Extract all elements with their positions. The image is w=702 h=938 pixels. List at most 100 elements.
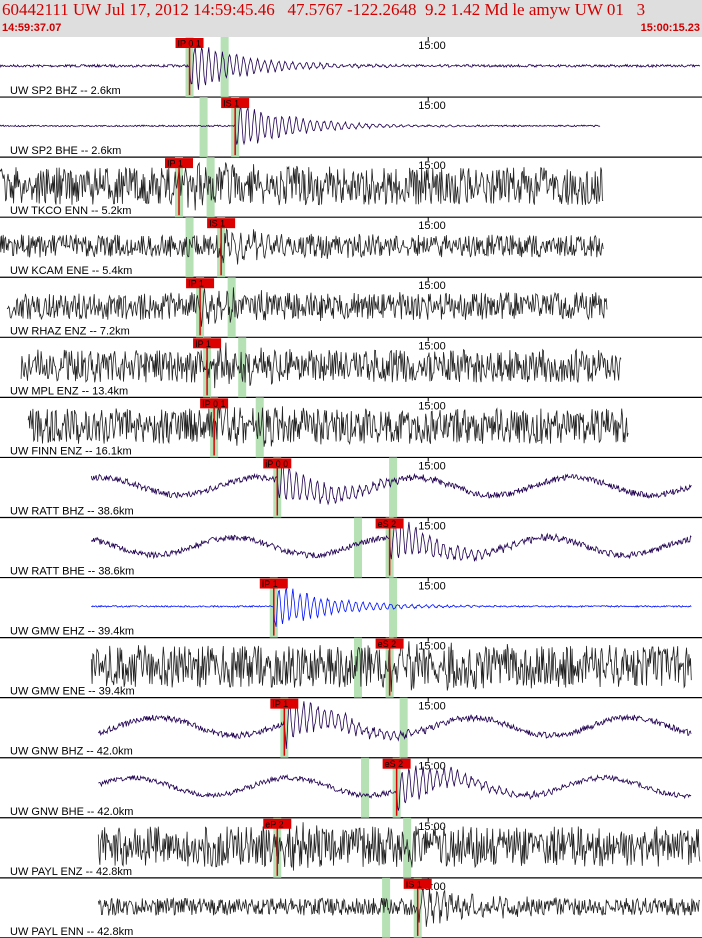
pick-label: eS 2 (385, 759, 404, 769)
waveform-trace (27, 401, 629, 447)
pick-label: IP 1 (272, 699, 288, 709)
pick-label: IP 1 (262, 579, 278, 589)
s-window-band (403, 817, 412, 878)
pick-flag[interactable] (403, 878, 432, 889)
minute-label: 15:00 (418, 220, 446, 232)
station-label: UW FINN ENZ -- 16.1km (10, 445, 132, 457)
pick-label: eP 2 (265, 819, 283, 829)
pick-label: eS 2 (378, 639, 397, 649)
trace-row: 15:00 eS 2 UW RATT BHE -- 38.6km (0, 517, 702, 579)
minute-label: 15:00 (418, 761, 446, 773)
trace-row: 15:00 IP 1 UW GMW EHZ -- 39.4km (0, 577, 702, 639)
station-label: UW SP2 BHE -- 2.6km (10, 145, 121, 157)
pick-flag[interactable] (165, 158, 194, 169)
pick-flag[interactable] (259, 578, 288, 589)
pick-label: IP 0 1 (178, 39, 201, 49)
pick-flag[interactable] (375, 638, 404, 649)
waveform-trace (97, 701, 692, 749)
pick-label: iP 0 0 (265, 459, 288, 469)
s-window-band (227, 277, 236, 338)
minute-label: 15:00 (418, 400, 446, 412)
station-label: UW RHAZ ENZ -- 7.2km (10, 325, 130, 337)
minute-label: 15:00 (418, 821, 446, 833)
station-label: UW GNW BHE -- 42.0km (10, 806, 133, 818)
waveform-trace (0, 46, 701, 90)
station-label: UW TKCO ENN -- 5.2km (10, 205, 131, 217)
trace-row: 15:00 IP 1 UW TKCO ENN -- 5.2km (0, 157, 702, 218)
minute-label: 15:00 (418, 40, 446, 52)
event-title: 60442111 UW Jul 17, 2012 14:59:45.46 47.… (2, 0, 646, 19)
waveform-trace (0, 161, 604, 211)
pick-flag[interactable] (263, 818, 292, 829)
pick-flag[interactable] (186, 278, 215, 289)
pick-flag[interactable] (382, 758, 411, 769)
station-label: UW RATT BHE -- 38.6km (10, 566, 134, 578)
trace-row: 15:00 IP 1 UW GNW BHZ -- 42.0km (0, 697, 702, 759)
pick-label: IS 1 (223, 99, 239, 109)
trace-row: 15:00 iP 0 0 UW RATT BHZ -- 38.6km (0, 457, 702, 519)
p-window-band (354, 517, 363, 578)
waveform-trace (0, 228, 604, 265)
station-label: UW PAYL ENN -- 42.8km (10, 926, 133, 938)
waveform-trace (90, 460, 692, 506)
waveform-trace (97, 822, 701, 871)
trace-row: 15:00 IP 0 1 UW SP2 BHZ -- 2.6km (0, 37, 702, 98)
trace-row: 15:00 eS 2 UW GNW BHE -- 42.0km (0, 757, 702, 819)
waveform-trace (6, 287, 608, 327)
waveform-trace (98, 765, 692, 811)
station-label: UW GNW BHZ -- 42.0km (10, 746, 133, 758)
pick-flag[interactable] (200, 398, 229, 409)
pick-label: IP 1 (188, 279, 204, 289)
station-label: UW SP2 BHZ -- 2.6km (10, 85, 121, 97)
p-window-band (361, 757, 370, 818)
trace-row: 15:00 eP 2 UW PAYL ENZ -- 42.8km (0, 817, 702, 879)
p-window-band (382, 877, 391, 938)
minute-label: 15:00 (418, 460, 446, 472)
s-window-band (399, 697, 408, 758)
station-label: UW RATT BHZ -- 38.6km (10, 505, 134, 517)
seismogram-panel: 15:00 IP 0 1 UW SP2 BHZ -- 2.6km 15:00 IS 1 U… (0, 37, 702, 938)
trace-row: 15:00 IP 1 UW RHAZ ENZ -- 7.2km (0, 277, 702, 338)
event-header: 60442111 UW Jul 17, 2012 14:59:45.46 47.… (0, 0, 702, 37)
pick-flag[interactable] (193, 338, 222, 349)
start-time-label: 14:59:37.07 (2, 22, 62, 34)
minute-label: 15:00 (418, 520, 446, 532)
station-label: UW PAYL ENZ -- 42.8km (10, 866, 132, 878)
pick-flag[interactable] (207, 218, 236, 229)
minute-label: 15:00 (418, 641, 446, 653)
pick-flag[interactable] (263, 458, 292, 469)
pick-label: IS 1 (406, 879, 422, 889)
trace-row: 15:00 IS 1 UW SP2 BHE -- 2.6km (0, 97, 702, 158)
waveform-trace (91, 587, 692, 627)
station-label: UW KCAM ENE -- 5.4km (10, 265, 132, 277)
waveform-trace (0, 105, 601, 146)
trace-row: 15:00 IP 1 UW MPL ENZ -- 13.4km (0, 337, 702, 398)
waveform-trace (90, 520, 692, 562)
minute-label: 15:00 (418, 701, 446, 713)
minute-label: 15:00 (418, 280, 446, 292)
waveform-trace (90, 641, 692, 692)
pick-flag[interactable] (270, 698, 299, 709)
pick-label: IS 1 (209, 219, 225, 229)
pick-label: IP 1 (195, 339, 211, 349)
pick-label: IP 1 (167, 159, 183, 169)
waveform-trace (97, 888, 701, 927)
station-label: UW GMW ENE -- 39.4km (10, 686, 135, 698)
s-window-band (389, 457, 398, 518)
minute-label: 15:00 (418, 340, 446, 352)
end-time-label: 15:00:15.23 (640, 22, 700, 34)
station-label: UW MPL ENZ -- 13.4km (10, 385, 128, 397)
p-window-band (354, 637, 363, 698)
pick-flag[interactable] (375, 518, 404, 529)
s-window-band (238, 337, 247, 398)
pick-label: IP 0 1 (202, 399, 225, 409)
station-label: UW GMW EHZ -- 39.4km (10, 626, 134, 638)
pick-flag[interactable] (221, 98, 250, 109)
minute-label: 15:00 (418, 160, 446, 172)
p-window-band (199, 97, 208, 158)
trace-row: 15:00 eS 2 UW GMW ENE -- 39.4km (0, 637, 702, 699)
minute-label: 15:00 (418, 100, 446, 112)
waveform-trace (20, 342, 622, 389)
pick-flag[interactable] (175, 38, 204, 48)
